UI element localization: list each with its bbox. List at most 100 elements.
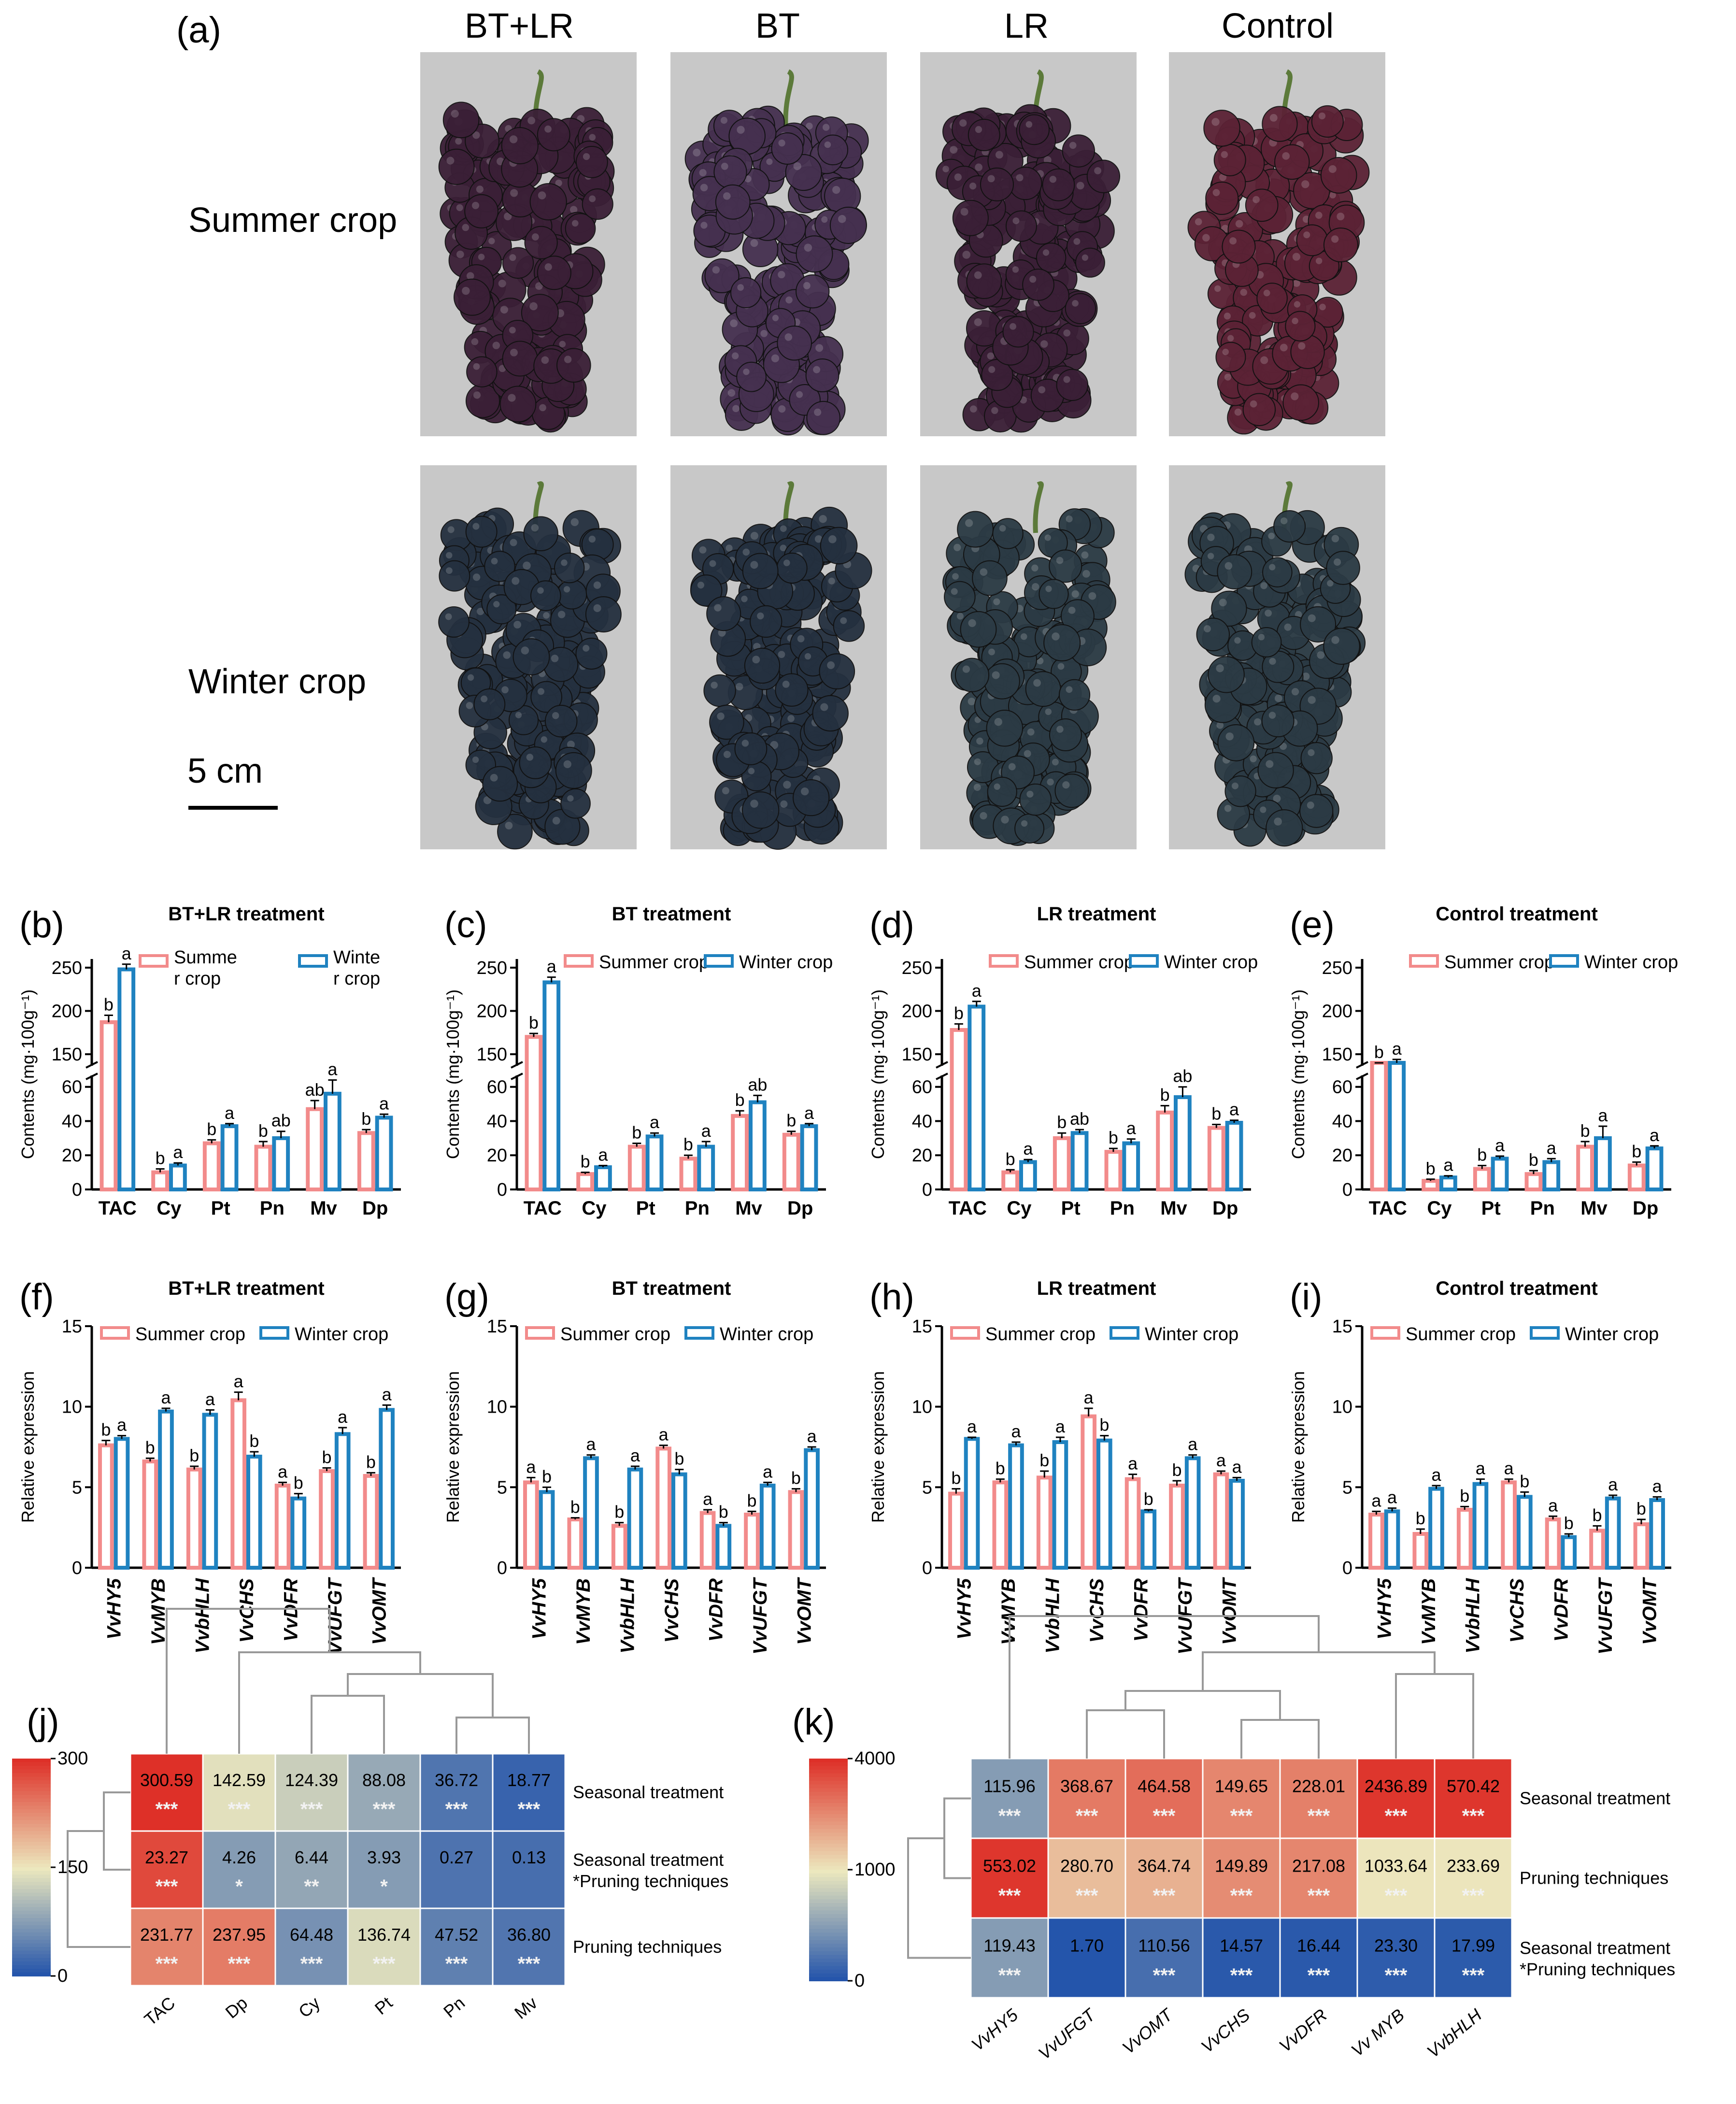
grape-berry: [777, 325, 812, 361]
significance-letter: a: [804, 1103, 814, 1123]
berry-highlight: [1069, 142, 1077, 149]
dendrogram-branch: [166, 1608, 331, 1754]
colorbar-segment: [809, 1914, 848, 1918]
grape-berry: [1009, 167, 1042, 200]
x-tick-label: Cy: [1007, 1198, 1032, 1219]
berry-highlight: [483, 796, 492, 804]
berry-highlight: [1284, 623, 1292, 631]
berry-highlight: [1235, 220, 1243, 228]
grape-berry: [1203, 110, 1240, 147]
heatmap-cell: [492, 1830, 566, 1909]
heatmap-cell: [492, 1907, 566, 1987]
y-tick-label: 0: [72, 1180, 82, 1200]
berry-highlight: [462, 286, 470, 295]
significance-letter: b: [1416, 1508, 1425, 1528]
colorbar-segment: [12, 1791, 51, 1795]
berry-highlight: [803, 282, 811, 289]
significance-letter: a: [972, 981, 982, 1001]
berry-highlight: [813, 366, 821, 373]
berry-highlight: [1224, 562, 1233, 570]
bar-summer-VvMYB: [992, 1480, 1009, 1570]
grape-berry: [1058, 679, 1091, 711]
x-tick-label: Mv: [735, 1198, 762, 1219]
berry-highlight: [451, 110, 459, 118]
significance-letter: a: [1392, 1039, 1402, 1059]
heatmap-cell-value: 368.67: [1060, 1776, 1113, 1796]
grape-berry: [706, 596, 741, 631]
bar-winter-Dp: [1225, 1121, 1243, 1191]
bar-winter-VvCHS: [246, 1455, 262, 1570]
berry-highlight: [731, 352, 739, 359]
berry-highlight: [1056, 557, 1064, 564]
y-tick-label: 10: [62, 1397, 82, 1417]
berry-highlight: [772, 315, 779, 321]
berry-highlight: [741, 595, 748, 602]
berry-highlight: [711, 681, 718, 689]
significance-letter: b: [294, 1473, 303, 1493]
bar-winter-VvMYB: [1428, 1487, 1444, 1570]
significance-letter: a: [967, 1417, 977, 1436]
berry-highlight: [510, 539, 517, 546]
grape-berry: [1065, 293, 1096, 324]
colorbar-segment: [12, 1889, 51, 1893]
berry-highlight: [1260, 582, 1267, 589]
significance-letter: a: [205, 1389, 215, 1409]
berry-highlight: [512, 577, 520, 585]
bar-winter-TAC: [1388, 1061, 1406, 1191]
x-tick-label: VvOMT: [369, 1576, 390, 1645]
grape-photo-control-winter: [1169, 465, 1385, 849]
bar-summer-Cy: [151, 1170, 170, 1192]
significance-letter: a: [338, 1407, 348, 1427]
y-tick-label: 15: [912, 1317, 932, 1337]
axis-break-mark: [936, 1061, 948, 1069]
x-tick-label: TAC: [99, 1198, 137, 1219]
significance-letter: b: [1109, 1128, 1118, 1147]
colorbar-segment: [12, 1958, 51, 1962]
bar-winter-VvbHLH: [627, 1467, 643, 1570]
significance-letter: ab: [1173, 1066, 1192, 1086]
dendrogram: [67, 1608, 530, 1948]
grape-berry: [501, 127, 539, 165]
grape-berry: [466, 356, 498, 387]
y-tick-label: 200: [1322, 1002, 1352, 1022]
colorbar-segment: [12, 1961, 51, 1966]
grape-berry: [1036, 243, 1067, 273]
chart-title: BT treatment: [612, 903, 731, 925]
heatmap-cell: [1356, 1917, 1436, 1999]
berry-highlight: [1224, 804, 1232, 812]
berry-highlight: [827, 661, 835, 669]
significance-letter: a: [598, 1145, 608, 1164]
chart-title: Control treatment: [1436, 903, 1598, 925]
colorbar-segment: [12, 1882, 51, 1886]
berry-highlight: [1049, 175, 1057, 183]
heatmap-cell-value: 119.43: [983, 1935, 1035, 1955]
berry-highlight: [526, 754, 534, 761]
y-tick-label: 250: [1322, 958, 1352, 978]
colorbar-segment: [809, 1821, 848, 1826]
bar-winter-VvbHLH: [1052, 1440, 1068, 1570]
y-tick-label: 15: [62, 1317, 82, 1337]
grape-berry: [482, 766, 518, 802]
legend-swatch-summer: [100, 1326, 130, 1340]
grape-berry: [944, 581, 976, 613]
berry-highlight: [1207, 533, 1215, 541]
berry-highlight: [1295, 611, 1302, 618]
legend-label: Winter crop: [1164, 952, 1258, 973]
berry-highlight: [730, 319, 738, 328]
x-tick-label: Dp: [362, 1198, 388, 1219]
grape-berry: [1300, 606, 1337, 643]
berry-highlight: [1056, 726, 1064, 733]
significance-letter: b: [1211, 1104, 1221, 1124]
y-tick-label: 40: [62, 1111, 82, 1131]
legend-swatch-summer: [525, 1326, 555, 1340]
heatmap-cell: [202, 1753, 276, 1832]
berry-highlight: [780, 525, 787, 532]
berry-highlight: [477, 608, 484, 615]
berry-highlight: [1327, 580, 1334, 587]
berry-highlight: [1031, 564, 1039, 572]
legend-label: Winter crop: [295, 1324, 388, 1345]
bar-summer-VvCHS: [655, 1446, 672, 1570]
significance-letter: a: [1229, 1100, 1239, 1119]
berry-highlight: [537, 587, 544, 594]
heatmap-cell-stars: ***: [1076, 1885, 1098, 1906]
